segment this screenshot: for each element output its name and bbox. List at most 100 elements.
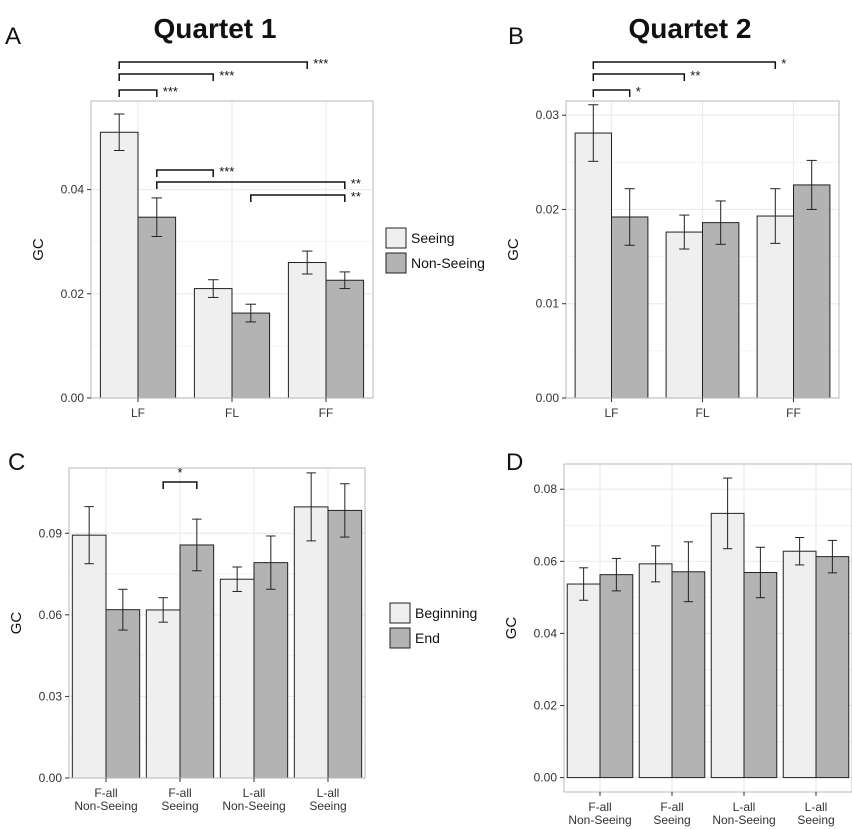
- significance-bracket: [118, 73, 214, 81]
- significance-label: *: [636, 84, 641, 99]
- x-tick-label: L-all Non-Seeing: [712, 800, 775, 827]
- significance-label: *: [781, 56, 786, 71]
- legend-swatch: [385, 227, 407, 249]
- y-tick-label: 0.00: [39, 771, 63, 785]
- y-tick-label: 0.00: [534, 771, 558, 785]
- panel-letter: D: [506, 449, 523, 476]
- x-tick-label: FF: [786, 406, 801, 420]
- bar: [99, 131, 139, 399]
- bar: [566, 583, 601, 779]
- x-tick-label: F-all Non-Seeing: [568, 800, 631, 827]
- x-tick-label: LF: [604, 406, 618, 420]
- bar: [145, 609, 181, 779]
- significance-bracket: [118, 61, 308, 69]
- significance-label: **: [690, 68, 700, 83]
- significance-label: *: [177, 465, 182, 480]
- x-tick-label: FL: [695, 406, 709, 420]
- bar: [219, 578, 255, 779]
- y-axis-label: GC: [30, 238, 47, 261]
- significance-label: ***: [163, 84, 178, 99]
- significance-label: **: [351, 189, 361, 204]
- panel-title: Quartet 2: [629, 13, 752, 44]
- significance-label: ***: [219, 164, 234, 179]
- bar: [782, 550, 817, 779]
- legend-label: Seeing: [411, 230, 455, 246]
- legend-swatch: [389, 627, 411, 649]
- legend-label: Beginning: [415, 605, 477, 621]
- x-tick-label: LF: [131, 406, 145, 420]
- y-tick-label: 0.06: [534, 554, 558, 568]
- y-tick-label: 0.02: [61, 287, 85, 301]
- bar: [287, 262, 327, 399]
- bar: [710, 512, 745, 779]
- plot-border: [68, 467, 366, 779]
- bar: [179, 544, 215, 779]
- y-tick-label: 0.03: [39, 689, 63, 703]
- legend-swatch: [385, 252, 407, 274]
- bar: [815, 556, 850, 779]
- significance-bracket: [156, 181, 346, 189]
- y-axis-label: GC: [503, 617, 520, 640]
- bar: [599, 574, 634, 779]
- panel-title: Quartet 1: [154, 13, 277, 44]
- panel-letter: C: [8, 449, 25, 476]
- y-tick-label: 0.02: [534, 698, 558, 712]
- significance-bracket: [250, 194, 346, 202]
- significance-label: ***: [313, 56, 328, 71]
- y-axis-label: GC: [8, 612, 25, 635]
- bar: [756, 215, 794, 399]
- bar: [325, 279, 365, 399]
- panel-d: D 0.00 0.02 0.04 0.06 0.08 F-all Non-Seeing F-al…: [503, 449, 852, 827]
- bar: [293, 506, 329, 779]
- y-tick-label: 0.00: [61, 391, 85, 405]
- legend-label: End: [415, 630, 440, 646]
- legend-swatch: [389, 602, 411, 624]
- y-tick-label: 0.08: [534, 482, 558, 496]
- y-tick-label: 0.03: [536, 108, 560, 122]
- significance-label: **: [351, 176, 361, 191]
- bar: [702, 222, 740, 399]
- x-tick-label: L-all Seeing: [797, 800, 834, 827]
- bar: [743, 571, 778, 779]
- bar: [193, 288, 233, 399]
- y-tick-label: 0.06: [39, 608, 63, 622]
- panel-c: C 0.00 0.03 0.06 0.09 F-all Non-Seeing F-all See…: [8, 449, 477, 813]
- bar: [671, 571, 706, 779]
- legend-label: Non-Seeing: [411, 255, 485, 271]
- y-tick-label: 0.01: [536, 297, 560, 311]
- x-tick-label: L-all Non-Seeing: [222, 786, 285, 813]
- y-tick-label: 0.04: [61, 183, 85, 197]
- x-tick-label: F-all Seeing: [161, 786, 198, 813]
- plot-border: [563, 463, 852, 793]
- bar: [574, 132, 612, 399]
- significance-bracket: [162, 481, 198, 489]
- significance-bracket: [592, 89, 631, 97]
- y-axis-label: GC: [505, 238, 522, 261]
- y-tick-label: 0.00: [536, 391, 560, 405]
- significance-bracket: [592, 73, 686, 81]
- significance-bracket: [156, 169, 214, 177]
- bar: [327, 509, 363, 779]
- bar: [638, 563, 673, 779]
- bar: [137, 216, 177, 399]
- significance-bracket: [118, 89, 158, 97]
- bar: [231, 312, 271, 399]
- bar: [793, 184, 831, 399]
- x-tick-label: L-all Seeing: [309, 786, 346, 813]
- y-tick-label: 0.04: [534, 626, 558, 640]
- x-tick-label: F-all Non-Seeing: [74, 786, 137, 813]
- x-tick-label: FL: [225, 406, 239, 420]
- y-tick-label: 0.02: [536, 202, 560, 216]
- bar: [105, 609, 141, 779]
- panel-letter: A: [5, 23, 21, 50]
- bar: [71, 534, 107, 779]
- y-tick-label: 0.09: [39, 526, 63, 540]
- x-tick-label: FF: [319, 406, 334, 420]
- panel-letter: B: [508, 23, 524, 50]
- bar: [253, 562, 289, 779]
- significance-label: ***: [219, 68, 234, 83]
- bar: [665, 231, 703, 399]
